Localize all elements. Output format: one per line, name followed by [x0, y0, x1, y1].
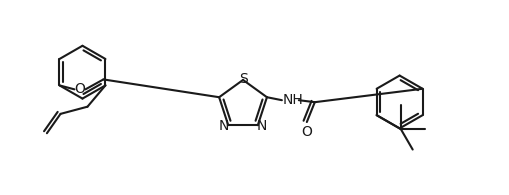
Text: N: N [256, 119, 266, 133]
Text: N: N [219, 119, 229, 133]
Text: O: O [74, 82, 84, 96]
Text: S: S [238, 72, 247, 86]
Text: O: O [301, 125, 312, 139]
Text: NH: NH [282, 93, 303, 107]
